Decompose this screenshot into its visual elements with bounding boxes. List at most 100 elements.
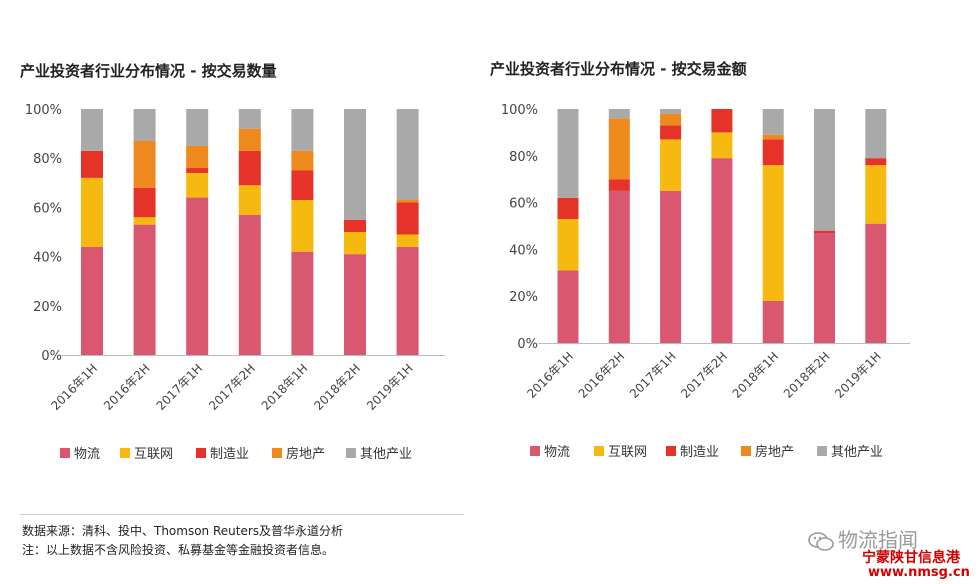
- data-source-note: 数据来源：清科、投中、Thomson Reuters及普华永道分析: [22, 524, 344, 538]
- bar-segment: [133, 109, 156, 141]
- bar-segment: [396, 109, 419, 201]
- bar-segment: [608, 190, 630, 343]
- legend-label: 其他产业: [360, 447, 412, 462]
- legend-label: 互联网: [134, 447, 173, 462]
- legend-swatch: [594, 446, 604, 456]
- y-tick-label: 0%: [517, 337, 538, 352]
- bar-segment: [291, 150, 314, 171]
- bar-segment: [344, 232, 366, 255]
- legend-label: 房地产: [286, 446, 325, 462]
- bar-segment: [81, 109, 103, 151]
- bar-segment: [238, 214, 261, 355]
- chart-title-by-count: 产业投资者行业分布情况 - 按交易数量: [20, 62, 277, 80]
- site-name-watermark: 宁蒙陕甘信息港: [862, 550, 960, 566]
- bar-segment: [762, 139, 784, 166]
- x-tick-label: 2016年1H: [48, 361, 100, 413]
- legend-label: 其他产业: [831, 445, 883, 460]
- y-tick-label: 100%: [501, 103, 538, 118]
- legend-swatch: [666, 446, 676, 456]
- bar-segment: [865, 109, 887, 159]
- x-tick-label: 2017年2H: [678, 349, 730, 401]
- y-tick-label: 40%: [509, 243, 538, 258]
- bar-segment: [814, 230, 835, 234]
- legend-label: 制造业: [210, 447, 249, 462]
- bar-segment: [865, 223, 887, 343]
- site-url-watermark: www.nmsg.cn: [868, 565, 970, 580]
- bar-segment: [186, 172, 209, 198]
- wechat-account-name: 物流指闻: [838, 528, 918, 552]
- bar-segment: [608, 118, 630, 180]
- bar-segment: [291, 109, 314, 151]
- legend-swatch: [272, 448, 282, 458]
- chart-title-by-amount: 产业投资者行业分布情况 - 按交易金额: [490, 60, 747, 78]
- footer-divider: [20, 514, 464, 515]
- bar-segment: [711, 132, 733, 159]
- bar-segment: [762, 165, 784, 301]
- y-tick-label: 40%: [33, 251, 62, 266]
- bar-segment: [81, 246, 103, 355]
- x-tick-label: 2016年2H: [101, 361, 153, 413]
- legend-swatch: [346, 448, 356, 458]
- bar-segment: [557, 109, 579, 198]
- bar-segment: [396, 246, 419, 355]
- bar-segment: [762, 300, 784, 343]
- bar-segment: [557, 270, 579, 343]
- bar-segment: [660, 139, 682, 191]
- x-tick-label: 2017年1H: [627, 349, 679, 401]
- bar-segment: [396, 200, 419, 203]
- bar-segment: [660, 109, 682, 114]
- wechat-icon: [808, 531, 834, 553]
- y-tick-label: 0%: [41, 349, 62, 364]
- legend-swatch: [817, 446, 827, 456]
- bar-segment: [711, 158, 733, 343]
- bar-segment: [186, 109, 209, 146]
- bar-segment: [608, 109, 630, 119]
- legend-label: 互联网: [608, 445, 647, 460]
- y-tick-label: 80%: [509, 150, 538, 165]
- bar-segment: [186, 197, 209, 355]
- bar-segment: [660, 125, 682, 140]
- y-tick-label: 60%: [33, 201, 62, 216]
- legend-swatch: [120, 448, 130, 458]
- bar-segment: [238, 128, 261, 151]
- bar-segment: [660, 113, 682, 126]
- legend-label: 物流: [74, 447, 100, 462]
- x-tick-label: 2018年2H: [311, 361, 363, 413]
- bar-segment: [865, 165, 887, 224]
- x-tick-label: 2019年1H: [364, 361, 416, 413]
- bar-segment: [814, 233, 835, 343]
- bar-segment: [396, 202, 419, 235]
- legend-label: 制造业: [680, 445, 719, 460]
- x-tick-label: 2019年1H: [832, 349, 884, 401]
- y-tick-label: 60%: [509, 197, 538, 212]
- legend-label: 物流: [544, 445, 570, 460]
- disclaimer-note: 注：以上数据不含风险投资、私募基金等金融投资者信息。: [22, 543, 335, 557]
- bar-segment: [238, 109, 261, 129]
- bar-segment: [762, 109, 784, 135]
- legend-swatch: [60, 448, 70, 458]
- bar-segment: [291, 170, 314, 201]
- bar-segment: [133, 187, 156, 218]
- y-tick-label: 80%: [33, 152, 62, 167]
- bar-segment: [762, 134, 784, 140]
- x-tick-label: 2018年1H: [259, 361, 311, 413]
- x-tick-label: 2018年1H: [730, 349, 782, 401]
- bar-segment: [238, 150, 261, 186]
- x-tick-label: 2017年1H: [154, 361, 206, 413]
- x-tick-label: 2016年1H: [524, 349, 576, 401]
- bar-segment: [865, 158, 887, 166]
- bar-segment: [660, 190, 682, 343]
- bar-segment: [344, 254, 366, 355]
- y-tick-label: 20%: [509, 290, 538, 305]
- y-tick-label: 100%: [25, 103, 62, 118]
- bar-segment: [396, 234, 419, 247]
- legend-swatch: [741, 446, 751, 456]
- bar-segment: [186, 168, 209, 173]
- bar-segment: [238, 185, 261, 215]
- legend-label: 房地产: [755, 444, 794, 460]
- x-tick-label: 2018年2H: [781, 349, 833, 401]
- bar-segment: [608, 179, 630, 191]
- bar-segment: [291, 200, 314, 252]
- x-tick-label: 2017年2H: [206, 361, 258, 413]
